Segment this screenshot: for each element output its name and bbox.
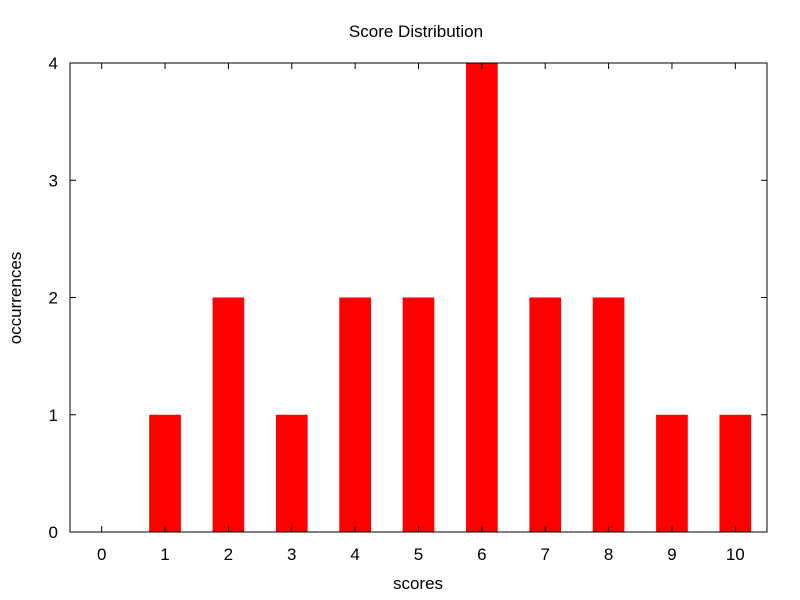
x-axis-label: scores [393,574,443,593]
bars-group [149,63,752,532]
bar-1 [149,414,181,532]
x-tick-label: 4 [350,545,359,564]
y-tick-label: 4 [49,54,58,73]
bar-5 [402,297,435,532]
y-axis-label: occurrences [6,252,25,345]
bar-6 [466,63,498,532]
chart-title: Score Distribution [349,22,483,41]
bar-7 [529,297,562,532]
x-tick-label: 2 [224,545,233,564]
tick-labels-group: 0 1 2 3 4 5 6 7 8 9 10 0 1 2 3 4 [49,54,745,564]
x-tick-label: 1 [160,545,169,564]
bar-3 [275,414,308,532]
x-tick-label: 9 [667,545,676,564]
y-tick-label: 0 [49,523,58,542]
y-tick-label: 1 [49,406,58,425]
x-tick-label: 5 [414,545,423,564]
x-tick-label: 0 [97,545,106,564]
x-tick-label: 8 [604,545,613,564]
x-tick-label: 10 [726,545,745,564]
bar-8 [592,297,625,532]
bar-2 [212,297,245,532]
x-tick-label: 6 [477,545,486,564]
bar-4 [339,297,371,532]
bar-10 [719,414,752,532]
y-tick-label: 3 [49,171,58,190]
x-tick-label: 7 [540,545,549,564]
y-tick-label: 2 [49,289,58,308]
x-tick-label: 3 [287,545,296,564]
plot-frame [69,62,768,533]
bar-9 [656,414,688,532]
